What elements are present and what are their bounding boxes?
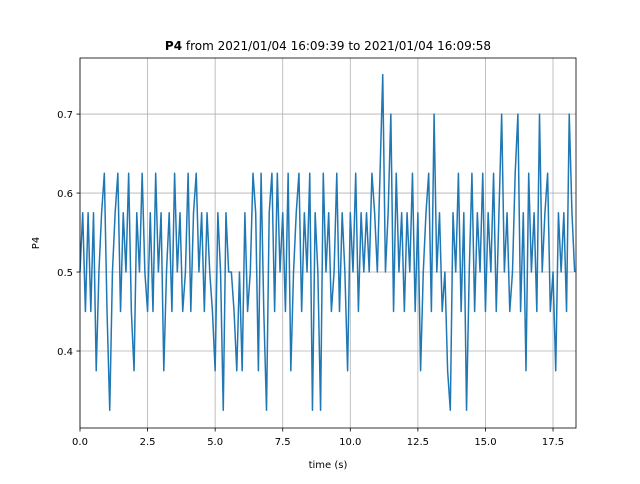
x-tick-label: 12.5 [407, 437, 429, 448]
x-tick-label: 17.5 [542, 437, 564, 448]
title-bold: P4 [165, 39, 182, 53]
x-tick-label: 5.0 [207, 437, 223, 448]
x-tick-label: 10.0 [339, 437, 361, 448]
axes-frame [79, 57, 577, 429]
x-tick-label: 7.5 [275, 437, 291, 448]
y-axis-label: P4 [31, 237, 42, 249]
y-tick-label: 0.4 [57, 347, 73, 358]
y-tick-label: 0.7 [57, 110, 73, 121]
x-tick-label: 15.0 [474, 437, 496, 448]
x-tick-label: 2.5 [140, 437, 156, 448]
x-tick-label: 0.0 [72, 437, 88, 448]
x-axis-label: time (s) [309, 460, 348, 471]
title-rest: from 2021/01/04 16:09:39 to 2021/01/04 1… [182, 39, 491, 53]
y-tick-label: 0.6 [57, 189, 73, 200]
y-tick-label: 0.5 [57, 268, 73, 279]
chart-title: P4 from 2021/01/04 16:09:39 to 2021/01/0… [165, 39, 491, 53]
data-line [79, 73, 576, 411]
